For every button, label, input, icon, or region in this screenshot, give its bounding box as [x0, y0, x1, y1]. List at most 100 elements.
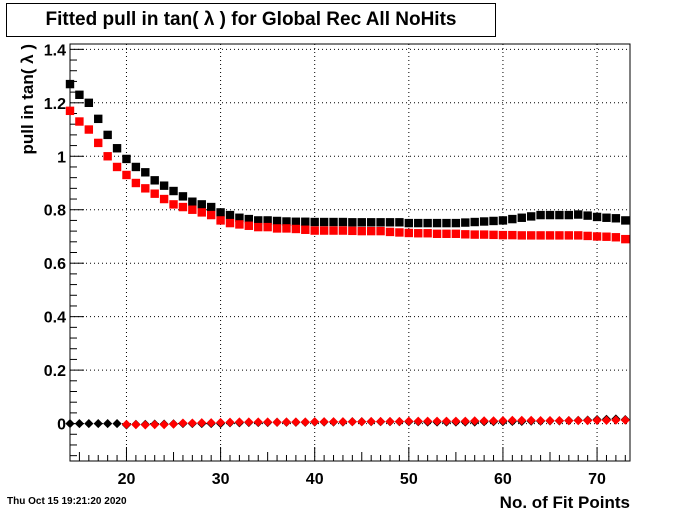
square-marker	[404, 218, 414, 228]
square-marker	[169, 200, 178, 209]
square-marker	[216, 208, 225, 217]
square-marker	[319, 217, 329, 227]
square-marker	[272, 216, 282, 226]
diamond-marker	[112, 418, 122, 429]
y-tick-label: 0.8	[44, 203, 66, 220]
square-marker	[395, 218, 404, 227]
square-marker	[131, 178, 141, 188]
square-marker	[225, 210, 235, 220]
diamond-marker	[394, 416, 405, 427]
square-marker	[94, 114, 103, 124]
diamond-marker	[93, 418, 103, 429]
square-marker	[141, 184, 150, 193]
diamond-marker	[526, 415, 536, 425]
diamond-marker	[357, 417, 367, 427]
square-marker	[263, 216, 272, 225]
y-tick-label: 1	[57, 149, 66, 166]
square-marker	[206, 210, 216, 220]
square-marker	[75, 90, 84, 99]
diamond-marker	[178, 418, 188, 428]
square-marker	[574, 231, 583, 240]
diamond-marker	[319, 417, 329, 427]
diamond-marker	[413, 416, 423, 426]
date-stamp: Thu Oct 15 19:21:20 2020	[7, 496, 127, 507]
square-marker	[602, 232, 611, 241]
diamond-marker	[300, 417, 310, 427]
diamond-marker	[187, 418, 197, 428]
diamond-marker	[375, 416, 386, 427]
square-marker	[122, 154, 131, 164]
diamond-marker	[583, 416, 593, 426]
square-marker	[414, 218, 423, 228]
diamond-marker	[347, 417, 357, 427]
x-tick-label: 40	[306, 471, 324, 488]
square-marker	[592, 212, 602, 222]
diamond-marker	[103, 418, 113, 429]
square-marker	[479, 217, 489, 226]
diamond-marker	[404, 416, 414, 426]
y-axis-title: pull in tan( λ )	[18, 44, 37, 155]
diamond-marker	[206, 418, 216, 428]
diamond-marker	[150, 420, 160, 430]
square-marker	[310, 226, 319, 235]
diamond-marker	[564, 416, 574, 426]
y-tick-label: 0.6	[44, 256, 66, 273]
diamond-marker	[253, 417, 263, 427]
square-marker	[489, 216, 498, 226]
diamond-marker	[535, 416, 546, 426]
diamond-marker	[338, 417, 348, 427]
square-marker	[611, 214, 621, 223]
grid-lines	[70, 44, 630, 461]
square-marker	[498, 230, 508, 240]
square-marker	[310, 217, 319, 227]
square-marker	[376, 226, 385, 236]
square-marker	[94, 138, 103, 148]
square-marker	[432, 229, 442, 238]
square-marker	[178, 192, 188, 201]
square-marker	[526, 231, 536, 240]
square-marker	[357, 226, 366, 236]
square-marker	[188, 197, 197, 206]
square-marker	[282, 224, 291, 233]
square-marker	[385, 227, 395, 237]
square-marker	[357, 218, 366, 227]
diamond-marker	[460, 416, 470, 426]
diamond-marker	[121, 419, 132, 429]
square-marker	[442, 229, 451, 238]
square-marker	[338, 217, 348, 227]
diamond-marker	[385, 416, 395, 427]
x-tick-label: 20	[118, 471, 136, 488]
square-marker	[348, 218, 357, 227]
square-marker	[470, 217, 479, 227]
square-marker	[366, 218, 376, 227]
square-marker	[159, 181, 169, 190]
square-marker	[517, 213, 526, 222]
diamond-marker	[244, 417, 254, 427]
square-marker	[564, 210, 574, 220]
diamond-marker	[272, 417, 282, 427]
square-marker	[366, 226, 376, 236]
square-marker	[319, 226, 329, 235]
diamond-marker	[488, 416, 499, 426]
diamond-marker	[554, 416, 565, 426]
diamond-marker	[291, 417, 301, 427]
diamond-marker	[620, 415, 630, 425]
y-tick-label: 0	[57, 417, 66, 434]
square-marker	[470, 230, 479, 239]
chart-title: Fitted pull in tan( λ ) for Global Rec A…	[6, 3, 496, 37]
square-marker	[103, 130, 112, 140]
x-tick-label: 50	[400, 471, 418, 488]
square-marker	[301, 217, 310, 226]
diamond-marker	[601, 415, 612, 425]
square-marker	[169, 186, 178, 196]
plot-frame	[69, 43, 631, 462]
square-marker	[583, 211, 592, 220]
square-marker	[479, 230, 489, 239]
diamond-marker	[451, 416, 461, 426]
diamond-marker	[479, 416, 489, 426]
square-marker	[329, 217, 338, 227]
square-marker	[461, 230, 470, 239]
square-marker	[517, 231, 526, 240]
square-marker	[244, 214, 254, 224]
